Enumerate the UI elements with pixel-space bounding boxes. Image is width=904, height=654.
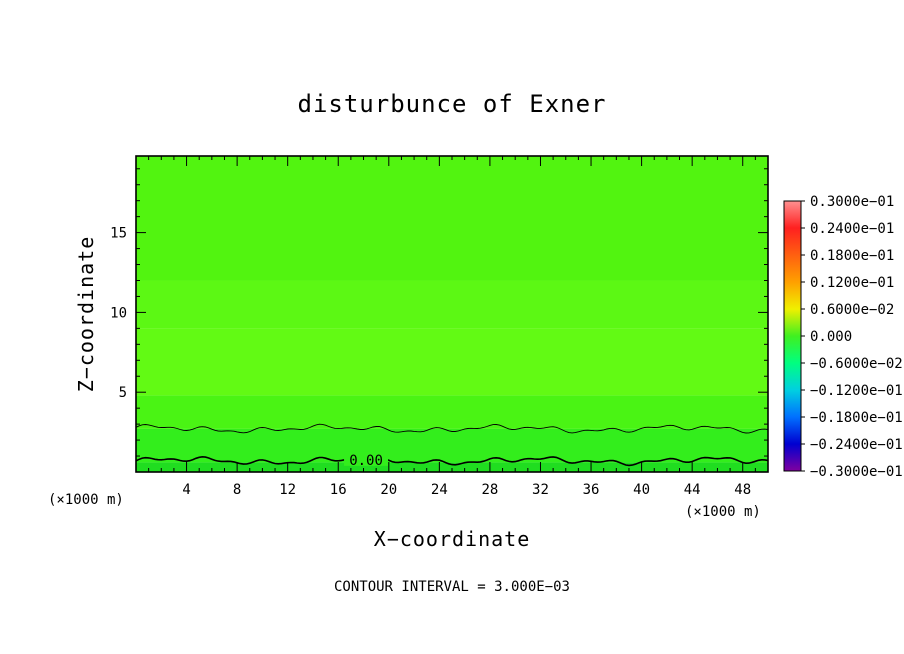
x-tick-label: 36: [583, 482, 600, 498]
field-band-0: [136, 462, 768, 472]
colorbar-label: 0.2400e−01: [810, 221, 894, 237]
colorbar-label: −0.2400e−01: [810, 437, 903, 453]
colorbar-label: 0.1800e−01: [810, 248, 894, 264]
x-tick-label: 12: [279, 482, 296, 498]
x-unit-label: (×1000 m): [685, 504, 761, 520]
contour-lines: 0.00: [135, 423, 769, 469]
x-tick-label: 28: [481, 482, 498, 498]
colorbar-label: 0.6000e−02: [810, 302, 894, 318]
y-tick-label: 5: [119, 385, 127, 401]
field-band-1: [136, 428, 768, 463]
field-band-5: [136, 156, 768, 281]
colorbar-label: 0.1200e−01: [810, 275, 894, 291]
y-tick-label: 15: [110, 226, 127, 242]
y-tick-labels: 5 10 15: [110, 226, 127, 402]
x-tick-label: 20: [380, 482, 397, 498]
colorbar-gradient: [783, 200, 802, 472]
colorbar-label: 0.3000e−01: [810, 194, 894, 210]
field-band-2: [136, 395, 768, 429]
y-unit-label: (×1000 m): [48, 492, 124, 508]
chart-title: disturbunce of Exner: [298, 90, 607, 118]
colorbar-label: −0.1200e−01: [810, 383, 903, 399]
colorbar-label: 0.000: [810, 329, 852, 345]
colorbar-label: −0.6000e−02: [810, 356, 903, 372]
contour-line-0: [135, 455, 769, 467]
x-tick-label: 48: [734, 482, 751, 498]
field-band-3: [136, 328, 768, 396]
x-tick-label: 40: [633, 482, 650, 498]
y-tick-label: 10: [110, 305, 127, 321]
x-tick-label: 8: [233, 482, 241, 498]
contour-label-bg: [344, 451, 389, 466]
colorbar: [783, 200, 802, 472]
x-tick-label: 24: [431, 482, 448, 498]
x-tick-label: 32: [532, 482, 549, 498]
axis-ticks: [136, 156, 768, 472]
x-tick-label: 16: [330, 482, 347, 498]
x-axis-label: X−coordinate: [374, 527, 531, 551]
field-band-4: [136, 280, 768, 329]
y-axis-label: Z−coordinate: [74, 236, 98, 393]
x-tick-label: 44: [684, 482, 701, 498]
colorbar-labels: 0.3000e−01 0.2400e−01 0.1800e−01 0.1200e−01…: [801, 194, 903, 480]
contour-line-1: [135, 423, 769, 434]
colorbar-label: −0.3000e−01: [810, 464, 903, 480]
x-tick-label: 4: [182, 482, 190, 498]
field-fill: [136, 156, 768, 472]
contour-interval-note: CONTOUR INTERVAL = 3.000E−03: [334, 579, 570, 595]
x-tick-labels: 4 8 12 16 20 24 28 32 36 40 44 48: [182, 482, 751, 498]
colorbar-label: −0.1800e−01: [810, 410, 903, 426]
contour-label: 0.00: [349, 453, 383, 469]
